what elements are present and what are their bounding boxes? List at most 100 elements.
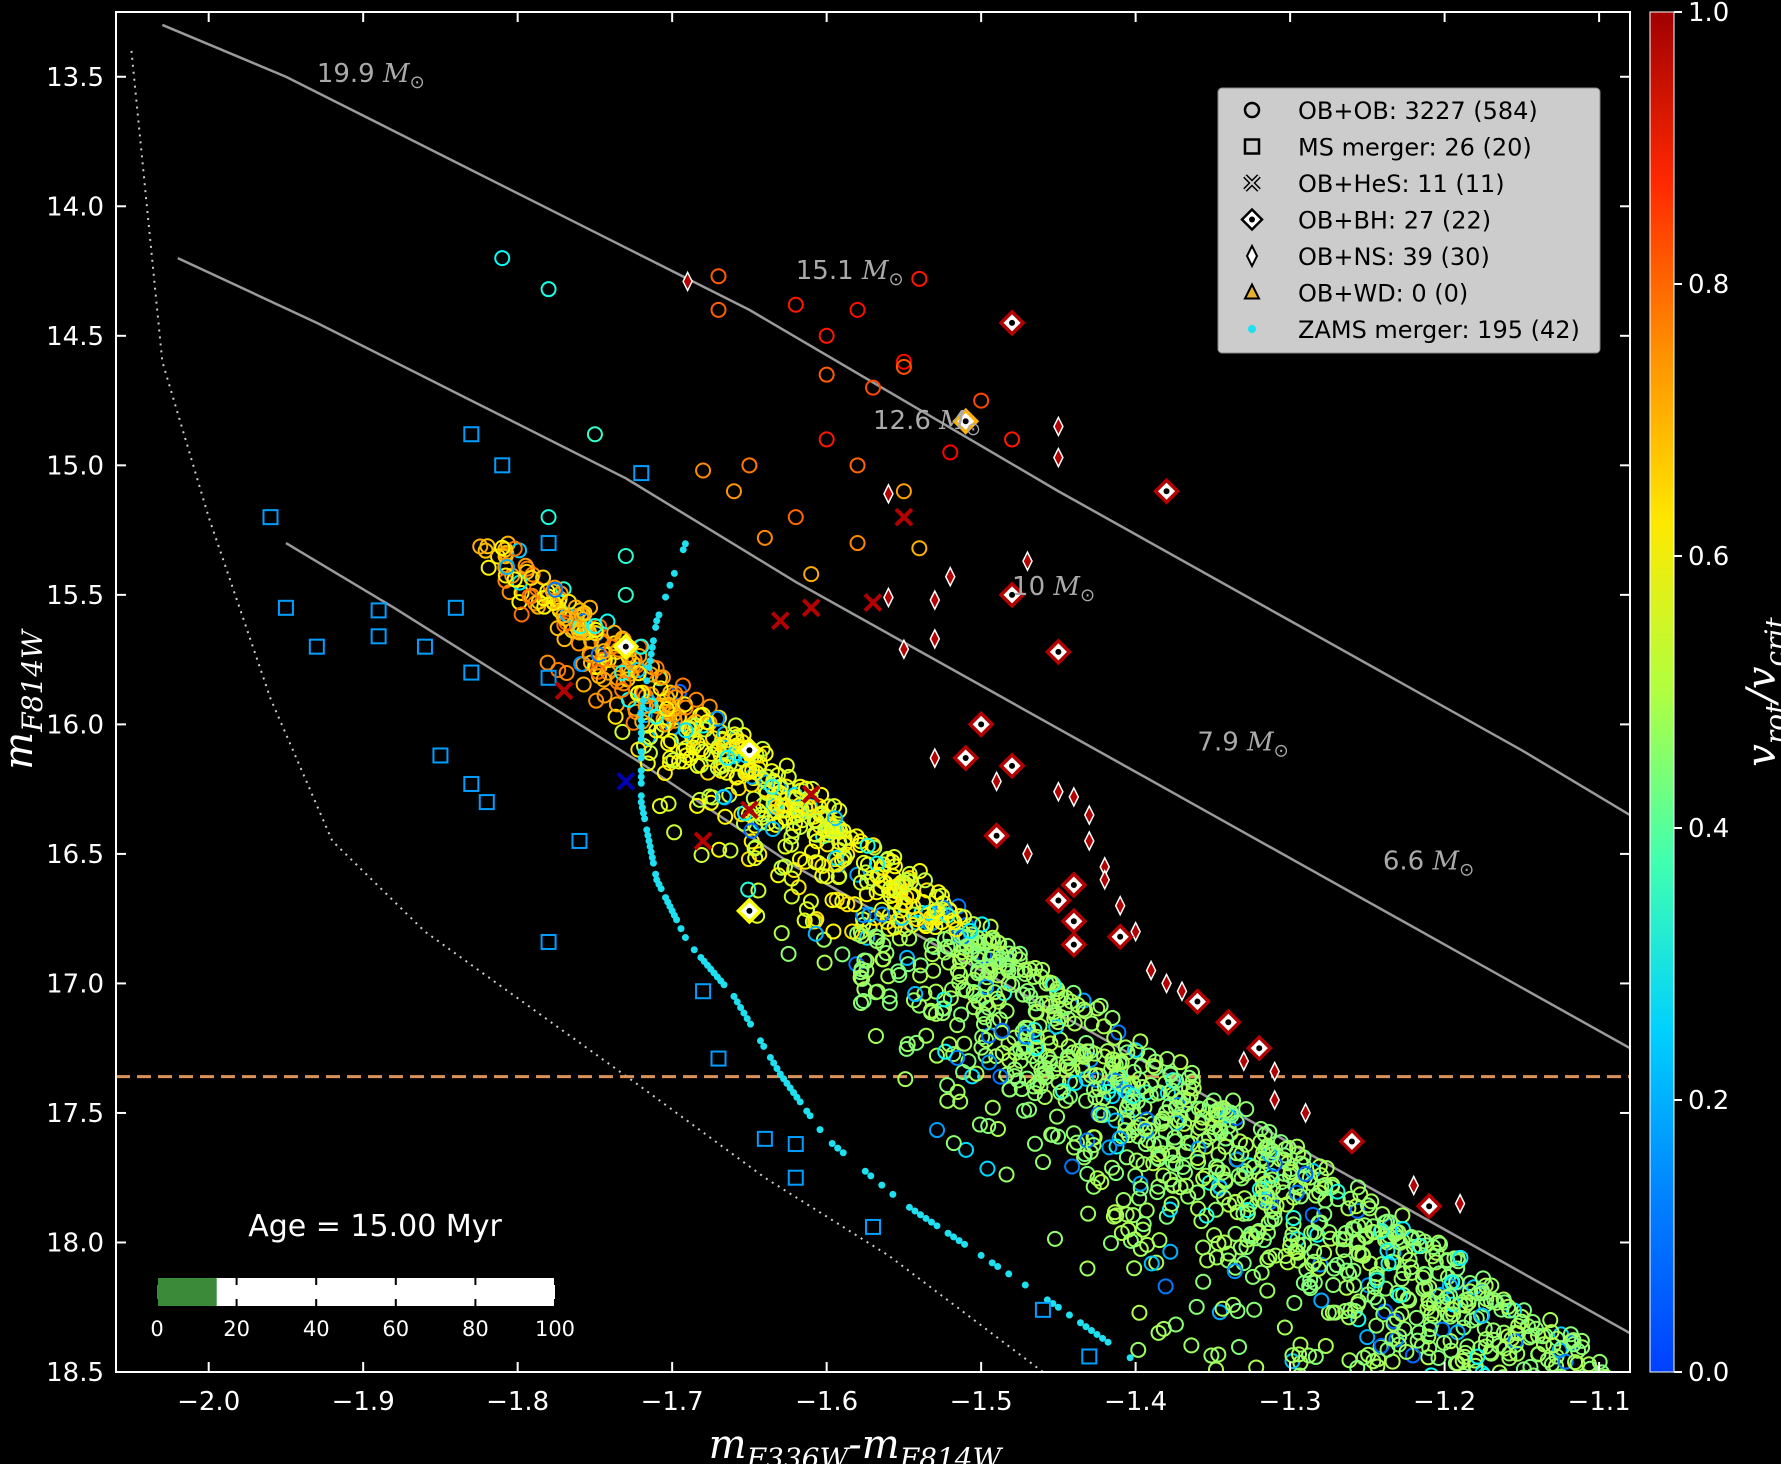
ob-ob-point bbox=[652, 680, 669, 697]
ms-merger-point bbox=[633, 465, 650, 482]
zams-merger-point bbox=[646, 657, 654, 665]
ob-ob-point bbox=[1308, 1187, 1325, 1204]
legend-label: OB+BH: 27 (22) bbox=[1298, 207, 1491, 235]
zams-merger-point bbox=[1087, 1327, 1095, 1335]
ob-ob-point bbox=[998, 1003, 1015, 1020]
ob-hes-point bbox=[801, 784, 821, 804]
ms-merger-point bbox=[787, 1136, 804, 1153]
ob-bh-point bbox=[735, 736, 763, 764]
ob-ob-point bbox=[1380, 1255, 1397, 1272]
ob-bh-dot bbox=[1009, 762, 1016, 769]
ms-merger-point bbox=[463, 664, 480, 681]
legend-entry: OB+WD: 0 (0) bbox=[1243, 280, 1468, 308]
ob-bh-point bbox=[1060, 907, 1088, 935]
zams-boundary-line bbox=[130, 50, 1044, 1372]
ob-ob-point bbox=[1028, 1004, 1045, 1021]
ob-ob-point bbox=[741, 457, 758, 474]
zams-merger-point bbox=[638, 804, 646, 812]
ob-ob-point bbox=[1473, 1282, 1490, 1299]
ob-ob-point bbox=[1019, 1070, 1036, 1087]
ob-ob-point bbox=[1085, 1081, 1102, 1098]
zams-merger-point bbox=[961, 1240, 969, 1248]
ob-ob-point bbox=[844, 923, 861, 940]
ob-ob-point bbox=[1036, 1088, 1053, 1105]
y-tick-label: 17.5 bbox=[46, 1099, 104, 1129]
ob-ob-point bbox=[1341, 1352, 1358, 1369]
ob-ob-point bbox=[798, 901, 815, 918]
mass-unit: M bbox=[1052, 572, 1081, 602]
x-axis-label: mF336W-mF814W bbox=[709, 1422, 1004, 1464]
colorbar-tick-label: 0.2 bbox=[1688, 1086, 1729, 1116]
ob-ob-point bbox=[1360, 1346, 1377, 1363]
ob-ob-point bbox=[1096, 1077, 1113, 1094]
ob-ob-point bbox=[1056, 1000, 1073, 1017]
zams-merger-point bbox=[1093, 1330, 1101, 1338]
ob-ob-point bbox=[665, 752, 682, 769]
ob-ob-point bbox=[834, 946, 851, 963]
ob-ob-point bbox=[933, 914, 950, 931]
ob-ob-point bbox=[1092, 997, 1109, 1014]
ob-ob-point bbox=[513, 585, 530, 602]
zams-merger-point bbox=[1054, 1303, 1062, 1311]
ob-ob-point bbox=[829, 856, 846, 873]
data-markers bbox=[262, 250, 1647, 1389]
ob-ob-point bbox=[945, 1135, 962, 1152]
ob-ob-point bbox=[1105, 1055, 1122, 1072]
zams-merger-point bbox=[955, 1237, 963, 1245]
ob-ob-point bbox=[717, 808, 734, 825]
ob-ob-point bbox=[1450, 1253, 1467, 1270]
isochrone-tracks bbox=[161, 23, 1630, 1335]
ob-ob-point bbox=[1197, 1138, 1214, 1155]
ob-ns-point bbox=[929, 628, 941, 650]
ob-ns-point bbox=[1130, 920, 1141, 943]
ob-ob-point bbox=[859, 837, 876, 854]
ob-ob-point bbox=[1598, 1369, 1611, 1372]
ob-ob-point bbox=[1235, 1255, 1252, 1272]
ob-ob-point bbox=[1210, 1346, 1227, 1363]
ob-ob-point bbox=[1446, 1250, 1463, 1267]
ob-ob-point bbox=[1295, 1275, 1312, 1292]
mass-label: 15.1 M⊙ bbox=[796, 256, 904, 290]
ob-ns-point bbox=[1161, 972, 1172, 995]
ob-ob-point bbox=[523, 569, 540, 586]
ob-ob-point bbox=[1006, 1061, 1023, 1078]
ob-ob-point bbox=[1161, 1097, 1178, 1114]
ob-ob-point bbox=[1159, 1085, 1176, 1102]
ob-ob-point bbox=[1127, 1042, 1144, 1059]
zams-merger-point bbox=[747, 1020, 755, 1028]
ob-ob-point bbox=[1241, 1196, 1258, 1213]
ob-ns-point bbox=[1454, 1192, 1466, 1215]
zams-merger-point bbox=[733, 998, 741, 1006]
legend-entry: MS merger: 26 (20) bbox=[1243, 134, 1532, 162]
zams-merger-point bbox=[730, 992, 738, 1000]
ob-ob-point bbox=[1290, 1236, 1307, 1253]
zams-merger-point bbox=[994, 1263, 1002, 1271]
ob-ob-point bbox=[1288, 1184, 1305, 1201]
zams-merger-point bbox=[1076, 1319, 1084, 1327]
ob-ob-point bbox=[1573, 1332, 1590, 1349]
ob-ob-point bbox=[971, 1116, 988, 1133]
ob-ob-point bbox=[1244, 1268, 1261, 1285]
zams-merger-point bbox=[1021, 1281, 1029, 1289]
y-tick-label: 13.5 bbox=[46, 63, 104, 93]
ob-ob-point bbox=[727, 717, 744, 734]
ob-ob-point bbox=[1456, 1348, 1473, 1365]
ob-ob-point bbox=[1595, 1370, 1606, 1372]
ob-ns-point bbox=[883, 483, 894, 505]
ob-bh-dot bbox=[993, 832, 1000, 839]
ob-ns-point bbox=[991, 770, 1002, 793]
ob-ob-point bbox=[1472, 1339, 1489, 1356]
ob-ob-point bbox=[1349, 1179, 1366, 1196]
ob-ob-point bbox=[765, 794, 782, 811]
ob-ob-point bbox=[1633, 1375, 1647, 1389]
ob-ob-point bbox=[1217, 1130, 1234, 1147]
ob-ob-point bbox=[1214, 1300, 1231, 1317]
ob-hes-point bbox=[693, 831, 713, 851]
ob-ob-point bbox=[499, 559, 516, 576]
ob-ob-point bbox=[1317, 1337, 1334, 1354]
ob-ns-point bbox=[1269, 1060, 1281, 1083]
mass-value: 7.9 bbox=[1197, 727, 1247, 757]
ob-ob-point bbox=[867, 1028, 884, 1045]
ob-ob-point bbox=[989, 990, 1006, 1007]
x-axis-ticks: −2.0 −1.9 −1.8 −1.7 −1.6 −1.5 −1.4 −1.3 −1.2 −1.1 bbox=[177, 12, 1631, 1417]
